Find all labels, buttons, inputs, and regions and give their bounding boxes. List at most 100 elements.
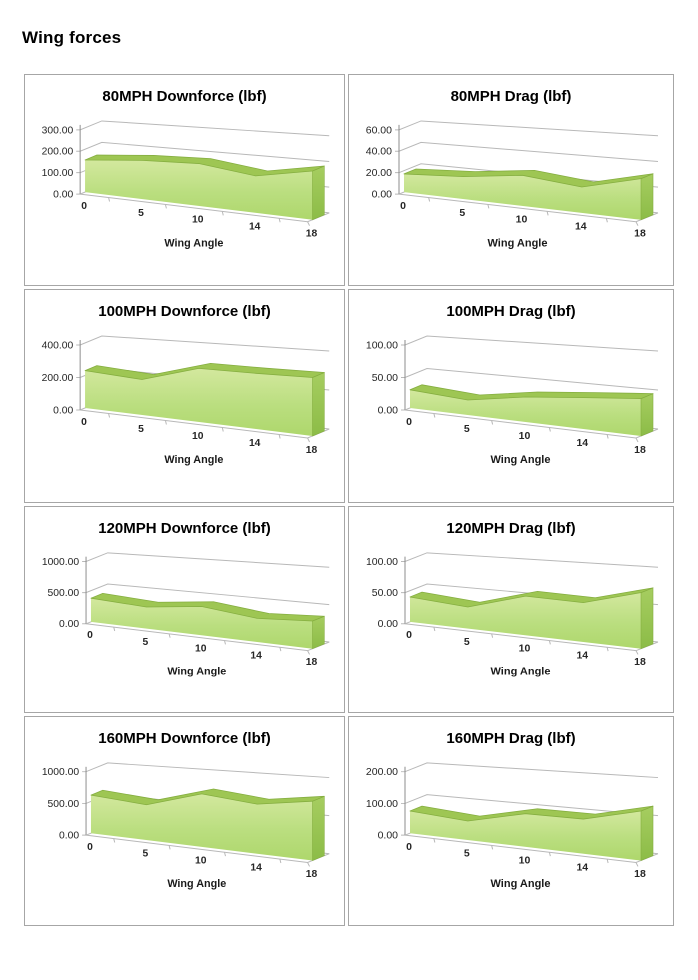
x-tick-label: 18 xyxy=(634,657,646,668)
x-tick-label: 10 xyxy=(519,430,531,442)
y-tick-label: 100.00 xyxy=(366,340,398,352)
x-tick-label: 18 xyxy=(634,444,646,456)
y-tick-label: 200.00 xyxy=(42,147,74,158)
y-tick-label: 500.00 xyxy=(48,588,80,599)
chart-title: 100MPH Drag (lbf) xyxy=(446,303,576,320)
x-tick-label: 0 xyxy=(87,630,93,641)
x-axis-title: Wing Angle xyxy=(164,454,223,466)
chart-canvas: 0.00 50.00 100.00 0 5 10 14 18 Wing Angle xyxy=(366,335,659,466)
chart-canvas: 0.00 200.00 400.00 0 5 10 14 18 Wing Angle xyxy=(42,335,330,466)
chart-title: 160MPH Downforce (lbf) xyxy=(98,730,271,747)
chart-panel: 100MPH Downforce (lbf) 0.00 200.00 400.00 0 5… xyxy=(24,289,345,503)
x-axis-title: Wing Angle xyxy=(491,878,551,890)
x-tick-label: 14 xyxy=(249,222,261,233)
x-tick-label: 10 xyxy=(519,644,531,655)
y-tick-label: 0.00 xyxy=(372,190,393,201)
x-tick-label: 0 xyxy=(81,417,87,428)
x-tick-label: 14 xyxy=(249,438,261,449)
chart-title: 80MPH Downforce (lbf) xyxy=(102,88,267,105)
chart-title: 100MPH Downforce (lbf) xyxy=(98,303,271,320)
x-tick-label: 5 xyxy=(459,208,465,219)
y-tick-label: 1000.00 xyxy=(42,767,80,778)
x-tick-label: 14 xyxy=(250,650,262,661)
x-tick-label: 14 xyxy=(250,862,262,873)
x-axis-title: Wing Angle xyxy=(167,878,226,890)
x-tick-label: 14 xyxy=(575,222,587,233)
x-tick-label: 10 xyxy=(516,215,528,226)
chart-grid: 80MPH Downforce (lbf) 0.00 100.00 200.00 300… xyxy=(24,74,698,926)
x-tick-label: 5 xyxy=(464,423,470,435)
y-tick-label: 0.00 xyxy=(53,405,73,416)
x-tick-label: 10 xyxy=(195,644,207,655)
x-tick-label: 10 xyxy=(519,856,531,867)
chart-canvas: 0.00 100.00 200.00 300.00 0 5 10 14 18 Wing Angle xyxy=(42,120,330,249)
x-axis-title: Wing Angle xyxy=(491,454,551,466)
chart-title: 120MPH Drag (lbf) xyxy=(446,520,576,537)
x-axis-title: Wing Angle xyxy=(167,666,226,678)
x-tick-label: 0 xyxy=(87,842,93,853)
x-axis-title: Wing Angle xyxy=(491,666,551,678)
y-tick-label: 200.00 xyxy=(42,373,74,384)
x-tick-label: 0 xyxy=(406,416,412,428)
y-tick-label: 40.00 xyxy=(366,147,392,158)
chart-panel: 160MPH Downforce (lbf) 0.00 500.00 1000.00 0… xyxy=(24,716,345,926)
x-tick-label: 18 xyxy=(634,869,646,880)
chart-title: 160MPH Drag (lbf) xyxy=(446,730,576,747)
y-tick-label: 100.00 xyxy=(366,799,398,810)
chart-canvas: 0.00 50.00 100.00 0 5 10 14 18 Wing Angle xyxy=(366,552,659,678)
x-tick-label: 18 xyxy=(306,229,318,240)
x-tick-label: 14 xyxy=(576,437,588,449)
y-tick-label: 100.00 xyxy=(366,557,398,568)
y-tick-label: 60.00 xyxy=(366,125,392,136)
x-tick-label: 0 xyxy=(400,201,406,212)
x-tick-label: 5 xyxy=(138,208,144,219)
chart-title: 80MPH Drag (lbf) xyxy=(450,88,572,105)
chart-canvas: 0.00 20.00 40.00 60.00 0 5 10 14 18 Wing Angle xyxy=(366,120,659,250)
chart-canvas: 0.00 100.00 200.00 0 5 10 14 18 Wing Angle xyxy=(366,762,659,890)
y-tick-label: 400.00 xyxy=(42,340,74,351)
y-tick-label: 200.00 xyxy=(366,767,398,778)
chart-panel: 160MPH Drag (lbf) 0.00 100.00 200.00 0 5 10 14 1… xyxy=(348,716,674,926)
x-tick-label: 10 xyxy=(192,431,204,442)
y-tick-label: 0.00 xyxy=(53,190,73,201)
chart-panel: 80MPH Drag (lbf) 0.00 20.00 40.00 60.00 0 5 10 1… xyxy=(348,74,674,286)
y-tick-label: 300.00 xyxy=(42,125,74,136)
x-tick-label: 5 xyxy=(464,849,470,860)
x-tick-label: 18 xyxy=(306,657,318,668)
x-axis-title: Wing Angle xyxy=(164,237,223,249)
x-tick-label: 0 xyxy=(406,630,412,641)
x-tick-label: 5 xyxy=(464,637,470,648)
y-tick-label: 0.00 xyxy=(59,831,79,842)
x-tick-label: 10 xyxy=(195,856,207,867)
x-tick-label: 5 xyxy=(143,849,149,860)
chart-title: 120MPH Downforce (lbf) xyxy=(98,520,271,537)
chart-panel: 120MPH Downforce (lbf) 0.00 500.00 1000.00 0… xyxy=(24,506,345,713)
y-tick-label: 1000.00 xyxy=(42,557,80,568)
x-axis-title: Wing Angle xyxy=(488,238,548,250)
x-tick-label: 5 xyxy=(143,637,149,648)
x-tick-label: 18 xyxy=(306,445,318,456)
chart-canvas: 0.00 500.00 1000.00 0 5 10 14 18 Wing Angle xyxy=(42,762,330,890)
y-tick-label: 500.00 xyxy=(48,799,80,810)
x-tick-label: 14 xyxy=(576,862,588,873)
x-tick-label: 18 xyxy=(306,869,318,880)
y-tick-label: 50.00 xyxy=(372,588,399,599)
x-tick-label: 14 xyxy=(576,650,588,661)
chart-canvas: 0.00 500.00 1000.00 0 5 10 14 18 Wing Angle xyxy=(42,552,330,678)
page-title: Wing forces xyxy=(22,28,122,47)
y-tick-label: 50.00 xyxy=(372,372,398,384)
y-tick-label: 0.00 xyxy=(59,619,79,630)
chart-panel: 80MPH Downforce (lbf) 0.00 100.00 200.00 300… xyxy=(24,74,345,286)
x-tick-label: 18 xyxy=(634,229,646,240)
chart-panel: 120MPH Drag (lbf) 0.00 50.00 100.00 0 5 10 14 18… xyxy=(348,506,674,713)
y-tick-label: 100.00 xyxy=(42,168,74,179)
y-tick-label: 20.00 xyxy=(366,168,392,179)
x-tick-label: 0 xyxy=(406,842,412,853)
y-tick-label: 0.00 xyxy=(378,831,399,842)
y-tick-label: 0.00 xyxy=(378,619,399,630)
y-tick-label: 0.00 xyxy=(378,405,399,417)
x-tick-label: 5 xyxy=(138,424,144,435)
chart-panel: 100MPH Drag (lbf) 0.00 50.00 100.00 0 5 10 14 18… xyxy=(348,289,674,503)
x-tick-label: 0 xyxy=(81,201,87,212)
